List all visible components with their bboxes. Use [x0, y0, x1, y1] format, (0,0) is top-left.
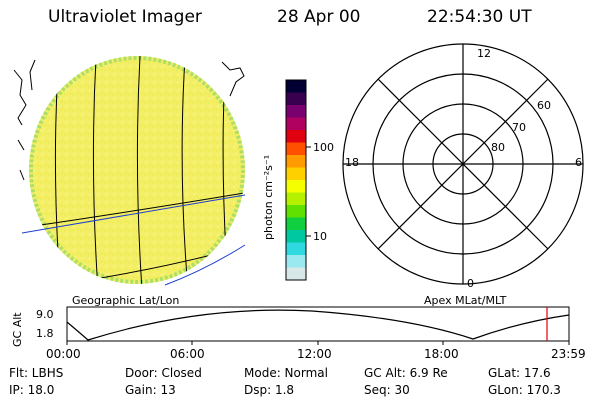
- colorbar-segment: [286, 230, 306, 243]
- polar-grid: [342, 43, 584, 285]
- x-tick-0600: 06:00: [170, 347, 205, 361]
- colorbar-segment: [286, 142, 306, 156]
- colorbar-frame: [285, 79, 307, 281]
- status-door: Door: Closed: [125, 366, 202, 380]
- mlt-label-0: 0: [467, 277, 474, 290]
- colorbar: [286, 80, 306, 281]
- colorbar-segment: [286, 167, 306, 181]
- polar-panel-label: Apex MLat/MLT: [424, 294, 507, 307]
- status-gain: Gain: 13: [125, 383, 176, 397]
- altitude-ymin: 1.8: [36, 327, 54, 340]
- colorbar-segment: [286, 155, 306, 168]
- coastlines: [13, 59, 245, 181]
- x-tick-1200: 12:00: [297, 347, 332, 361]
- x-tick-0000: 00:00: [46, 347, 81, 361]
- colorbar-segment: [286, 192, 306, 206]
- geo-panel-label: Geographic Lat/Lon: [72, 294, 180, 307]
- colorbar-segment: [286, 205, 306, 218]
- colorbar-segment: [286, 92, 306, 106]
- colorbar-segment: [286, 80, 306, 93]
- equator-line: [21, 194, 246, 234]
- status-glon: GLon: 170.3: [488, 383, 561, 397]
- colorbar-segment: [286, 105, 306, 118]
- altitude-ylabel: GC Alt: [11, 312, 24, 347]
- colorbar-segment: [286, 117, 306, 131]
- colorbar-segment: [286, 180, 306, 193]
- mlt-label-18: 18: [345, 156, 359, 169]
- colorbar-label-10: 10: [313, 230, 327, 243]
- mlat-label-80: 80: [491, 141, 505, 154]
- earth-disk: [29, 56, 245, 284]
- status-seq: Seq: 30: [364, 383, 410, 397]
- altitude-curve: [66, 309, 570, 341]
- colorbar-unit-label: photon cm⁻²s⁻¹: [262, 154, 275, 240]
- time-label: 22:54:30 UT: [427, 7, 532, 27]
- terminator-line: [164, 244, 246, 286]
- altitude-ticks: [66, 341, 570, 345]
- altitude-plot-frame: [66, 306, 570, 342]
- mlat-label-70: 70: [512, 121, 526, 134]
- colorbar-segment: [286, 267, 306, 281]
- colorbar-segment: [286, 130, 306, 143]
- mlat-label-60: 60: [537, 99, 551, 112]
- colorbar-segment: [286, 217, 306, 231]
- instrument-title: Ultraviolet Imager: [48, 7, 202, 27]
- x-tick-2359: 23:59: [551, 347, 586, 361]
- status-gcalt: GC Alt: 6.9 Re: [364, 366, 448, 380]
- status-flt: Flt: LBHS: [9, 366, 64, 380]
- date-label: 28 Apr 00: [277, 7, 361, 27]
- x-tick-1800: 18:00: [424, 347, 459, 361]
- status-glat: GLat: 17.6: [488, 366, 551, 380]
- mlt-label-12: 12: [477, 47, 491, 60]
- status-dsp: Dsp: 1.8: [244, 383, 295, 397]
- colorbar-segment: [286, 242, 306, 256]
- colorbar-label-100: 100: [313, 141, 334, 154]
- altitude-ymax: 9.0: [36, 308, 54, 321]
- mlt-label-6: 6: [575, 156, 582, 169]
- status-ip: IP: 18.0: [9, 383, 55, 397]
- colorbar-segment: [286, 255, 306, 268]
- status-mode: Mode: Normal: [244, 366, 328, 380]
